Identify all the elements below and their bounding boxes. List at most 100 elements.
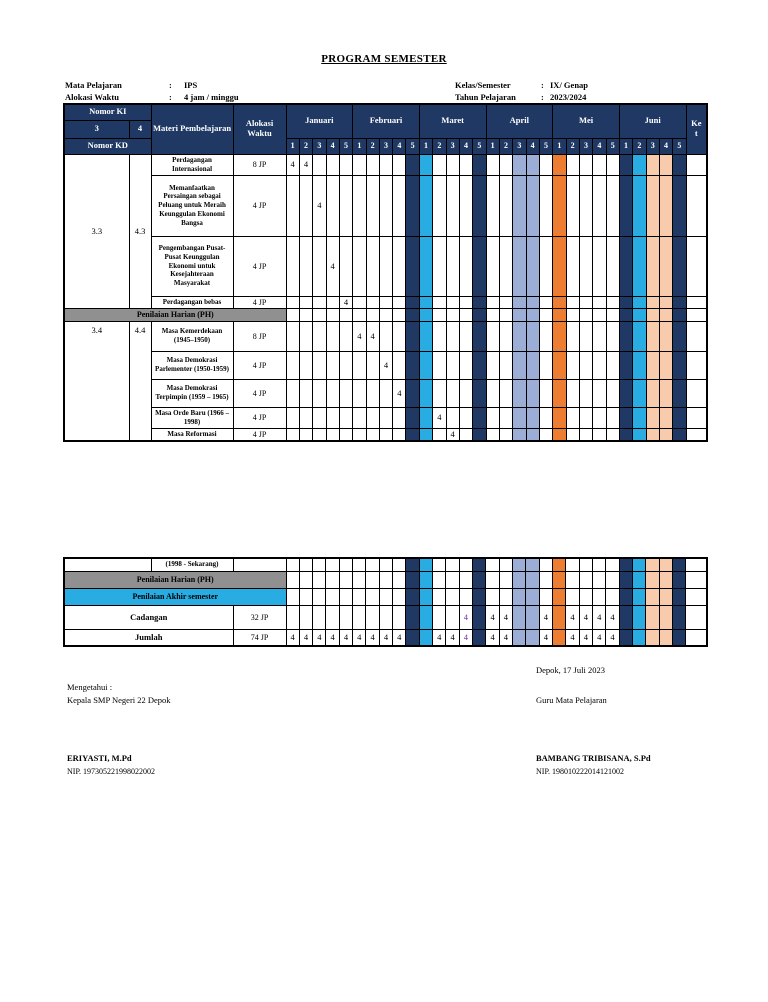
week-cell-blocked — [525, 604, 540, 630]
week-cell-blocked — [472, 295, 487, 309]
week-number-header: 1 — [552, 137, 567, 155]
week-cell — [498, 153, 514, 176]
week-cell — [352, 604, 367, 630]
week-cell-blocked — [418, 174, 434, 237]
week-cell: 4 — [285, 153, 300, 176]
week-cell — [485, 174, 500, 237]
week-cell — [365, 587, 380, 606]
week-cell-blocked — [472, 320, 487, 352]
ket-cell — [685, 557, 708, 572]
ket-cell — [685, 628, 708, 647]
week-cell-blocked — [672, 350, 687, 380]
week-cell: 4 — [432, 628, 447, 647]
ket-cell — [685, 320, 708, 352]
week-cell — [458, 427, 474, 441]
month-header: Januari — [285, 103, 354, 139]
week-cell-blocked — [472, 604, 487, 630]
week-cell — [592, 406, 607, 429]
week-cell-blocked — [645, 604, 660, 630]
week-cell-blocked — [658, 307, 674, 322]
week-cell-blocked — [658, 570, 674, 589]
week-cell — [605, 557, 620, 572]
week-cell-blocked — [512, 406, 527, 429]
week-cell — [392, 587, 407, 606]
week-cell — [432, 378, 447, 408]
week-cell — [592, 235, 607, 297]
week-cell — [378, 174, 394, 237]
week-cell-blocked — [418, 570, 434, 589]
week-cell-blocked — [618, 295, 634, 309]
mengetahui-label: Mengetahui : — [67, 682, 113, 692]
week-cell — [432, 587, 447, 606]
week-cell — [325, 378, 340, 408]
week-cell — [565, 307, 580, 322]
week-cell-blocked — [525, 378, 540, 408]
week-cell — [485, 570, 500, 589]
week-cell: 4 — [578, 604, 594, 630]
week-cell — [378, 320, 394, 352]
week-cell — [338, 604, 354, 630]
week-cell-blocked — [672, 235, 687, 297]
week-cell-blocked — [552, 320, 567, 352]
week-cell — [432, 604, 447, 630]
week-cell — [592, 378, 607, 408]
week-cell — [325, 350, 340, 380]
week-cell-blocked — [672, 427, 687, 441]
week-cell — [578, 350, 594, 380]
week-cell-blocked — [512, 307, 527, 322]
week-cell — [578, 406, 594, 429]
week-cell — [458, 406, 474, 429]
week-cell — [592, 307, 607, 322]
week-number-header: 2 — [498, 137, 514, 155]
week-cell — [312, 307, 327, 322]
week-cell — [458, 174, 474, 237]
nomor-ki-header: Nomor KI — [63, 103, 152, 121]
week-cell — [325, 174, 340, 237]
week-cell-blocked — [525, 406, 540, 429]
week-cell — [565, 587, 580, 606]
ket-cell — [685, 174, 708, 237]
week-cell — [378, 153, 394, 176]
week-cell-blocked — [525, 350, 540, 380]
week-cell-blocked — [525, 570, 540, 589]
week-cell — [445, 604, 460, 630]
kd4-cell: 4.4 — [128, 320, 152, 441]
week-cell-blocked — [618, 604, 634, 630]
week-cell — [298, 307, 314, 322]
materi-cell: Memanfaatkan Persaingan sebagai Peluang … — [150, 174, 234, 237]
week-cell — [498, 378, 514, 408]
week-cell-blocked — [405, 587, 420, 606]
week-cell-blocked — [472, 427, 487, 441]
week-cell — [325, 604, 340, 630]
week-cell — [592, 320, 607, 352]
week-cell-blocked — [418, 235, 434, 297]
week-cell: 4 — [352, 628, 367, 647]
meta-label: Tahun Pelajaran — [455, 92, 516, 102]
week-cell-blocked — [512, 628, 527, 647]
week-cell — [365, 604, 380, 630]
week-cell: 4 — [365, 628, 380, 647]
week-cell — [605, 587, 620, 606]
week-cell-blocked — [405, 570, 420, 589]
week-number-header: 4 — [392, 137, 407, 155]
week-cell-blocked — [632, 378, 647, 408]
week-cell-blocked — [618, 153, 634, 176]
week-cell: 4 — [445, 628, 460, 647]
week-cell — [592, 295, 607, 309]
week-cell-blocked — [418, 295, 434, 309]
week-cell-blocked — [632, 350, 647, 380]
week-cell — [365, 307, 380, 322]
week-cell — [285, 406, 300, 429]
alokasi-cell: 4 JP — [232, 174, 287, 237]
week-cell — [565, 295, 580, 309]
week-cell: 4 — [485, 604, 500, 630]
week-cell — [365, 350, 380, 380]
week-cell-blocked — [405, 427, 420, 441]
week-cell-blocked — [405, 174, 420, 237]
week-cell-blocked — [672, 406, 687, 429]
week-number-header: 5 — [538, 137, 554, 155]
week-cell-blocked — [552, 557, 567, 572]
week-cell-blocked — [552, 174, 567, 237]
materi-cell: Masa Demokrasi Terpimpin (1959 – 1965) — [150, 378, 234, 408]
week-cell — [365, 295, 380, 309]
